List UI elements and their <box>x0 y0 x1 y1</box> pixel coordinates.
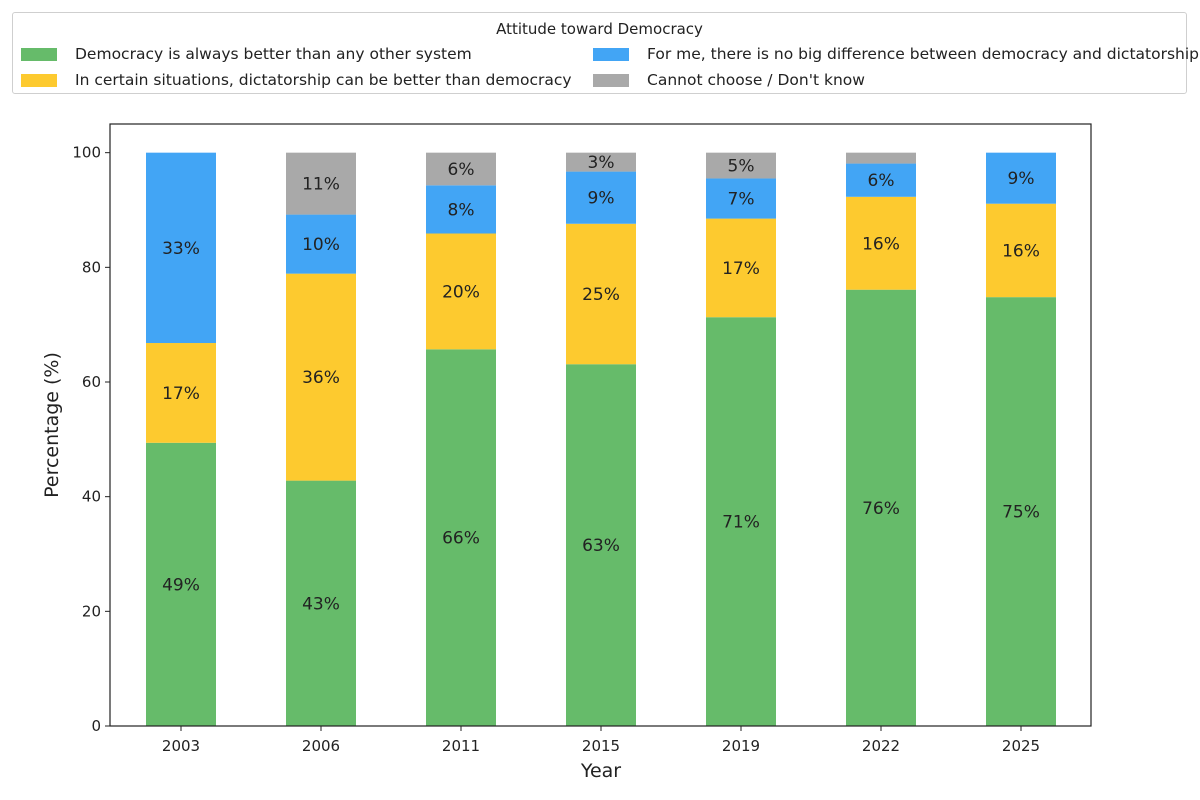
bar-value-label: 75% <box>1002 503 1040 523</box>
bar-value-label: 8% <box>448 200 475 220</box>
bar-segment <box>146 343 216 443</box>
bar-segment <box>706 152 776 179</box>
bar-value-label: 6% <box>868 171 895 191</box>
axes-group: 2003 2006 2011 2015 2019 2022 2025 0 20 40 60 80 100 <box>72 123 1092 755</box>
x-tick-label: 2011 <box>442 737 480 755</box>
bar-segment <box>706 317 776 726</box>
legend-swatch-yellow <box>21 73 57 87</box>
y-tick-label: 0 <box>91 717 101 735</box>
bar-segment <box>146 442 216 726</box>
bar-segment <box>286 214 356 274</box>
y-tick-label: 20 <box>82 602 101 620</box>
legend-swatch-blue <box>593 47 629 61</box>
bar-value-label: 11% <box>302 175 340 195</box>
bar-value-label: 66% <box>442 529 480 549</box>
bar-segment <box>986 203 1056 298</box>
bar-value-label: 33% <box>162 239 200 259</box>
legend-label: In certain situations, dictatorship can … <box>75 71 572 89</box>
x-tick-label: 2019 <box>722 737 760 755</box>
legend-item-dont-know: Cannot choose / Don't know <box>593 70 865 90</box>
bar-value-label: 76% <box>862 499 900 519</box>
bar-value-label: 9% <box>1008 169 1035 189</box>
bar-segment <box>986 297 1056 726</box>
bar-value-label: 5% <box>728 157 755 177</box>
bar-segment <box>846 152 916 164</box>
bar-segment <box>846 163 916 197</box>
legend-item-no-difference: For me, there is no big difference betwe… <box>593 44 1199 64</box>
bar-value-label: 36% <box>302 368 340 388</box>
bar-value-label: 20% <box>442 282 480 302</box>
x-tick-label: 2003 <box>162 737 200 755</box>
bar-segment <box>566 152 636 172</box>
legend-label: For me, there is no big difference betwe… <box>647 45 1199 63</box>
legend: Attitude toward Democracy Democracy is a… <box>12 12 1199 94</box>
bar-value-label: 71% <box>722 513 760 533</box>
y-tick-label: 60 <box>82 373 101 391</box>
bar-segment <box>426 233 496 350</box>
legend-swatch-gray <box>593 73 629 87</box>
bar-value-label: 10% <box>302 235 340 255</box>
bar-segment <box>706 218 776 318</box>
x-tick-label: 2025 <box>1002 737 1040 755</box>
bar-segment <box>146 152 216 344</box>
bar-segment <box>566 171 636 224</box>
bar-value-label: 25% <box>582 285 620 305</box>
bar-segment <box>566 364 636 726</box>
x-axis-label: Year <box>580 760 621 782</box>
bar-segment <box>286 273 356 481</box>
bar-segment <box>986 152 1056 204</box>
y-axis-label: Percentage (%) <box>41 352 63 498</box>
bar-value-label: 16% <box>862 234 900 254</box>
bar-segment <box>846 289 916 726</box>
bars-group <box>146 152 1056 726</box>
x-tick-label: 2006 <box>302 737 340 755</box>
y-tick-label: 100 <box>72 144 101 162</box>
legend-label: Democracy is always better than any othe… <box>75 45 472 63</box>
x-tick-label: 2022 <box>862 737 900 755</box>
bar-value-label: 49% <box>162 575 200 595</box>
bar-segment <box>426 349 496 726</box>
bar-labels-group: 49% 17% 33% 43% 36% 10% 11% 66% 20% 8% 6% 63% 25% 9% 3… <box>162 153 1040 614</box>
y-tick-label: 40 <box>82 488 101 506</box>
bar-segment <box>706 178 776 219</box>
plot-frame <box>109 123 1092 727</box>
bar-value-label: 17% <box>722 259 760 279</box>
bar-segment <box>426 185 496 234</box>
legend-item-always-better: Democracy is always better than any othe… <box>21 44 472 64</box>
bar-value-label: 43% <box>302 594 340 614</box>
legend-item-dictatorship-better: In certain situations, dictatorship can … <box>21 70 572 90</box>
bar-value-label: 6% <box>448 160 475 180</box>
bar-value-label: 17% <box>162 384 200 404</box>
bar-value-label: 63% <box>582 536 620 556</box>
bar-value-label: 3% <box>588 153 615 173</box>
bar-value-label: 9% <box>588 189 615 209</box>
bar-segment <box>566 223 636 365</box>
bar-segment <box>426 152 496 186</box>
bar-value-label: 7% <box>728 190 755 210</box>
bar-value-label: 16% <box>1002 241 1040 261</box>
legend-label: Cannot choose / Don't know <box>647 71 865 89</box>
y-tick-label: 80 <box>82 258 101 276</box>
legend-title: Attitude toward Democracy <box>496 20 703 38</box>
bar-segment <box>846 196 916 290</box>
bar-segment <box>286 480 356 726</box>
legend-swatch-green <box>21 47 57 61</box>
bar-segment <box>286 152 356 215</box>
x-tick-label: 2015 <box>582 737 620 755</box>
